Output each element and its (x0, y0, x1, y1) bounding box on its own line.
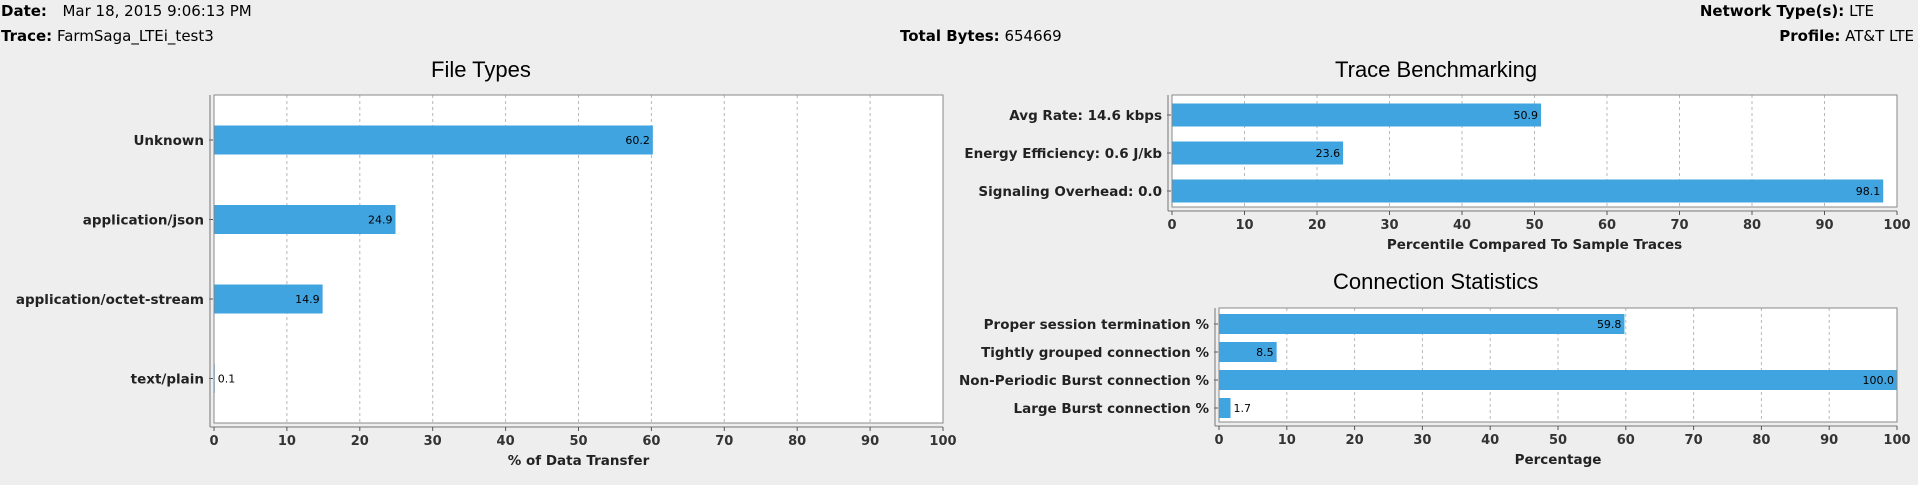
tick-label: 0 (1214, 433, 1223, 448)
network-type-label: Network Type(s): (1699, 2, 1845, 20)
profile-info: Profile: AT&T LTE (1779, 27, 1914, 45)
tick-label: 50 (569, 434, 587, 449)
tick-label: 80 (1752, 433, 1770, 448)
network-type-info: Network Type(s): LTE (1700, 2, 1874, 20)
tick-label: 20 (351, 434, 369, 449)
data-label: 0.1 (218, 373, 236, 386)
plot-border (213, 94, 944, 424)
x-axis-title: % of Data Transfer (508, 453, 650, 469)
trace-info: Trace: FarmSaga_LTEi_test3 (1, 27, 214, 45)
data-label: 60.2 (625, 134, 650, 147)
category-label: Proper session termination % (984, 317, 1210, 333)
bar (1172, 141, 1344, 165)
tick-label: 50 (1525, 218, 1543, 233)
tick-label: 20 (1308, 218, 1326, 233)
data-label: 14.9 (295, 293, 320, 306)
tick-label: 0 (1167, 218, 1176, 233)
network-type-value: LTE (1849, 2, 1874, 20)
tick-label: 60 (1598, 218, 1616, 233)
bar (1219, 398, 1231, 418)
tick-label: 90 (1815, 218, 1833, 233)
tick-label: 60 (642, 434, 660, 449)
data-label: 8.5 (1256, 346, 1274, 359)
category-label: Large Burst connection % (1014, 401, 1210, 417)
tick-label: 10 (1235, 218, 1253, 233)
data-label: 100.0 (1863, 374, 1895, 387)
tick-label: 30 (424, 434, 442, 449)
data-label: 98.1 (1856, 185, 1881, 198)
category-label: Tightly grouped connection % (981, 345, 1209, 361)
plot-border (1171, 94, 1898, 208)
date-label: Date: (1, 2, 47, 20)
bar (1219, 370, 1897, 390)
data-label: 50.9 (1514, 109, 1539, 122)
data-label: 24.9 (368, 214, 393, 227)
category-label: Energy Efficiency: 0.6 J/kb (964, 146, 1162, 162)
category-label: Signaling Overhead: 0.0 (978, 184, 1162, 200)
data-label: 1.7 (1234, 402, 1252, 415)
connection-statistics-title: Connection Statistics (1333, 269, 1539, 294)
bar (1219, 314, 1625, 334)
tick-label: 90 (861, 434, 879, 449)
category-label: application/octet-stream (16, 292, 204, 308)
profile-label: Profile: (1779, 27, 1841, 45)
tick-label: 80 (788, 434, 806, 449)
tick-label: 80 (1743, 218, 1761, 233)
tick-label: 70 (1685, 433, 1703, 448)
total-bytes-info: Total Bytes: 654669 (900, 27, 1062, 45)
tick-label: 100 (1883, 218, 1910, 233)
trace-value: FarmSaga_LTEi_test3 (56, 27, 214, 45)
tick-label: 30 (1380, 218, 1398, 233)
bar (214, 205, 396, 234)
tick-label: 100 (1883, 433, 1910, 448)
bar (214, 284, 323, 314)
tick-label: 10 (1278, 433, 1296, 448)
tick-label: 50 (1549, 433, 1567, 448)
tick-label: 60 (1617, 433, 1635, 448)
profile-value: AT&T LTE (1845, 27, 1914, 45)
x-axis-title: Percentage (1515, 452, 1602, 468)
plot-border (1218, 307, 1898, 423)
category-label: Avg Rate: 14.6 kbps (1009, 108, 1162, 124)
tick-label: 40 (1453, 218, 1471, 233)
total-bytes-value: 654669 (1004, 27, 1062, 45)
tick-label: 70 (715, 434, 733, 449)
category-label: application/json (83, 213, 204, 229)
date-info: Date: Mar 18, 2015 9:06:13 PM (1, 2, 252, 20)
data-label: 23.6 (1316, 147, 1341, 160)
tick-label: 40 (1481, 433, 1499, 448)
trace-benchmarking-title: Trace Benchmarking (1335, 57, 1538, 82)
tick-label: 90 (1820, 433, 1838, 448)
category-label: Non-Periodic Burst connection % (959, 373, 1209, 389)
bar (1219, 342, 1277, 362)
tick-label: 40 (497, 434, 515, 449)
date-value: Mar 18, 2015 9:06:13 PM (62, 2, 252, 20)
tick-label: 30 (1413, 433, 1431, 448)
bar (1172, 103, 1542, 127)
tick-label: 100 (929, 434, 956, 449)
category-label: text/plain (131, 372, 204, 388)
bar (214, 125, 653, 155)
x-axis-title: Percentile Compared To Sample Traces (1387, 237, 1682, 253)
total-bytes-label: Total Bytes: (900, 27, 1000, 45)
bar (1172, 179, 1884, 203)
data-label: 59.8 (1597, 318, 1622, 331)
tick-label: 20 (1346, 433, 1364, 448)
tick-label: 0 (209, 434, 218, 449)
tick-label: 70 (1670, 218, 1688, 233)
tick-label: 10 (278, 434, 296, 449)
category-label: Unknown (133, 133, 204, 149)
file-types-title: File Types (431, 57, 531, 82)
trace-label: Trace: (1, 27, 53, 45)
